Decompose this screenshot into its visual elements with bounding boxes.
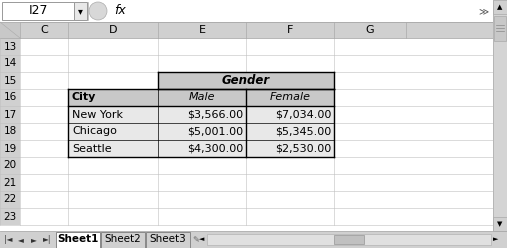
Text: C: C [40, 25, 48, 35]
Text: 18: 18 [4, 126, 17, 136]
Bar [0, 0, 493, 22]
Text: City: City [72, 93, 96, 102]
Text: fx: fx [114, 4, 126, 18]
Text: |◄: |◄ [4, 235, 12, 244]
Text: $3,566.00: $3,566.00 [187, 110, 243, 120]
Text: $5,345.00: $5,345.00 [275, 126, 331, 136]
Text: $2,530.00: $2,530.00 [275, 144, 331, 154]
Text: 17: 17 [4, 110, 17, 120]
Circle shape [89, 2, 107, 20]
Text: ◄: ◄ [18, 235, 24, 244]
Bar [2, 2, 74, 20]
Text: 21: 21 [4, 178, 17, 187]
FancyBboxPatch shape [101, 232, 145, 248]
Text: ►: ► [31, 235, 37, 244]
Text: ≫: ≫ [479, 6, 489, 16]
Text: ►|: ►| [43, 235, 51, 244]
Text: ✎: ✎ [193, 235, 199, 244]
Bar [0, 38, 20, 225]
Text: 14: 14 [4, 59, 17, 68]
Bar [207, 234, 491, 245]
Bar [493, 0, 507, 14]
Bar [68, 140, 334, 157]
Text: $5,001.00: $5,001.00 [187, 126, 243, 136]
Text: 22: 22 [4, 194, 17, 205]
Text: ▾: ▾ [78, 6, 83, 16]
Text: 19: 19 [4, 144, 17, 154]
Text: Seattle: Seattle [72, 144, 112, 154]
Text: $4,300.00: $4,300.00 [187, 144, 243, 154]
Bar [68, 106, 334, 123]
Text: 13: 13 [4, 41, 17, 52]
Text: Sheet3: Sheet3 [150, 235, 187, 245]
Text: I27: I27 [28, 4, 48, 18]
Bar [0, 22, 20, 38]
Text: 15: 15 [4, 75, 17, 86]
Text: Gender: Gender [222, 74, 270, 87]
Text: ▼: ▼ [497, 221, 502, 227]
Text: ►: ► [493, 237, 499, 243]
Text: 16: 16 [4, 93, 17, 102]
FancyBboxPatch shape [146, 232, 190, 248]
Bar [68, 89, 158, 106]
Text: Female: Female [270, 93, 310, 102]
Bar [20, 38, 493, 225]
Text: $7,034.00: $7,034.00 [275, 110, 331, 120]
Bar [493, 217, 507, 231]
Text: 20: 20 [4, 160, 17, 171]
Text: E: E [199, 25, 205, 35]
Bar [74, 2, 87, 20]
Text: Sheet1: Sheet1 [57, 235, 99, 245]
Bar [494, 16, 506, 41]
Bar [68, 123, 334, 140]
Bar [334, 235, 364, 244]
Bar [493, 0, 507, 231]
Bar [158, 72, 334, 89]
Bar [158, 89, 334, 106]
Text: New York: New York [72, 110, 123, 120]
Text: G: G [366, 25, 374, 35]
Text: D: D [108, 25, 117, 35]
Text: ▲: ▲ [497, 4, 502, 10]
FancyBboxPatch shape [56, 232, 100, 248]
Text: Chicago: Chicago [72, 126, 117, 136]
Bar [0, 231, 507, 248]
Text: ◄: ◄ [199, 237, 205, 243]
Text: F: F [287, 25, 293, 35]
Bar [0, 22, 493, 38]
Text: Sheet2: Sheet2 [104, 235, 141, 245]
Text: 23: 23 [4, 212, 17, 221]
Text: Male: Male [189, 93, 215, 102]
